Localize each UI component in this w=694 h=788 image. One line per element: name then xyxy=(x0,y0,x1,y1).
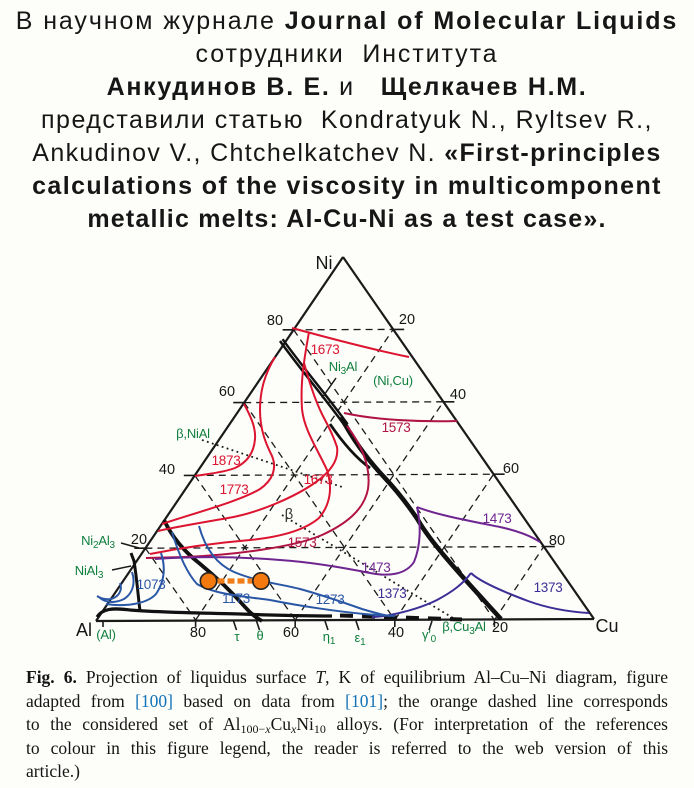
svg-text:NiAl3: NiAl3 xyxy=(75,563,104,581)
svg-text:β: β xyxy=(285,506,294,523)
svg-text:20: 20 xyxy=(492,620,508,636)
svg-text:1673: 1673 xyxy=(311,342,340,357)
svg-text:1773: 1773 xyxy=(220,482,249,497)
svg-text:1473: 1473 xyxy=(483,511,512,526)
svg-text:60: 60 xyxy=(283,625,299,641)
svg-text:ε1: ε1 xyxy=(355,630,367,648)
svg-text:80: 80 xyxy=(549,533,565,549)
svg-text:80: 80 xyxy=(267,313,283,329)
svg-text:60: 60 xyxy=(219,384,235,400)
svg-text:60: 60 xyxy=(503,461,519,477)
svg-text:1573: 1573 xyxy=(382,420,411,435)
svg-text:τ: τ xyxy=(235,629,241,644)
svg-text:20: 20 xyxy=(399,312,415,328)
svg-text:(Ni,Cu): (Ni,Cu) xyxy=(373,373,413,388)
svg-text:β,NiAl: β,NiAl xyxy=(176,426,210,441)
svg-text:40: 40 xyxy=(159,462,175,478)
svg-text:β,Cu3Al: β,Cu3Al xyxy=(442,619,486,637)
svg-text:Ni3Al: Ni3Al xyxy=(329,359,358,377)
svg-text:80: 80 xyxy=(190,625,206,641)
svg-text:Cu: Cu xyxy=(595,616,618,636)
svg-text:1073: 1073 xyxy=(137,577,166,592)
svg-text:1873: 1873 xyxy=(212,453,241,468)
svg-text:γ′0: γ′0 xyxy=(422,627,437,645)
svg-text:1673: 1673 xyxy=(304,472,333,487)
svg-text:20: 20 xyxy=(131,532,147,548)
svg-text:40: 40 xyxy=(450,387,466,403)
svg-text:40: 40 xyxy=(388,625,404,641)
svg-text:1373: 1373 xyxy=(534,580,563,595)
svg-text:η1: η1 xyxy=(323,629,336,647)
svg-text:(Al): (Al) xyxy=(96,627,115,642)
svg-text:1573: 1573 xyxy=(288,535,317,550)
svg-text:Al: Al xyxy=(76,620,92,640)
svg-text:1173: 1173 xyxy=(222,591,250,606)
svg-text:Ni2Al3: Ni2Al3 xyxy=(81,533,115,551)
svg-text:1273: 1273 xyxy=(316,592,345,607)
svg-text:Ni: Ni xyxy=(316,253,333,273)
svg-text:1373: 1373 xyxy=(378,586,407,601)
svg-text:θ: θ xyxy=(256,628,263,643)
svg-text:1473: 1473 xyxy=(362,560,391,575)
